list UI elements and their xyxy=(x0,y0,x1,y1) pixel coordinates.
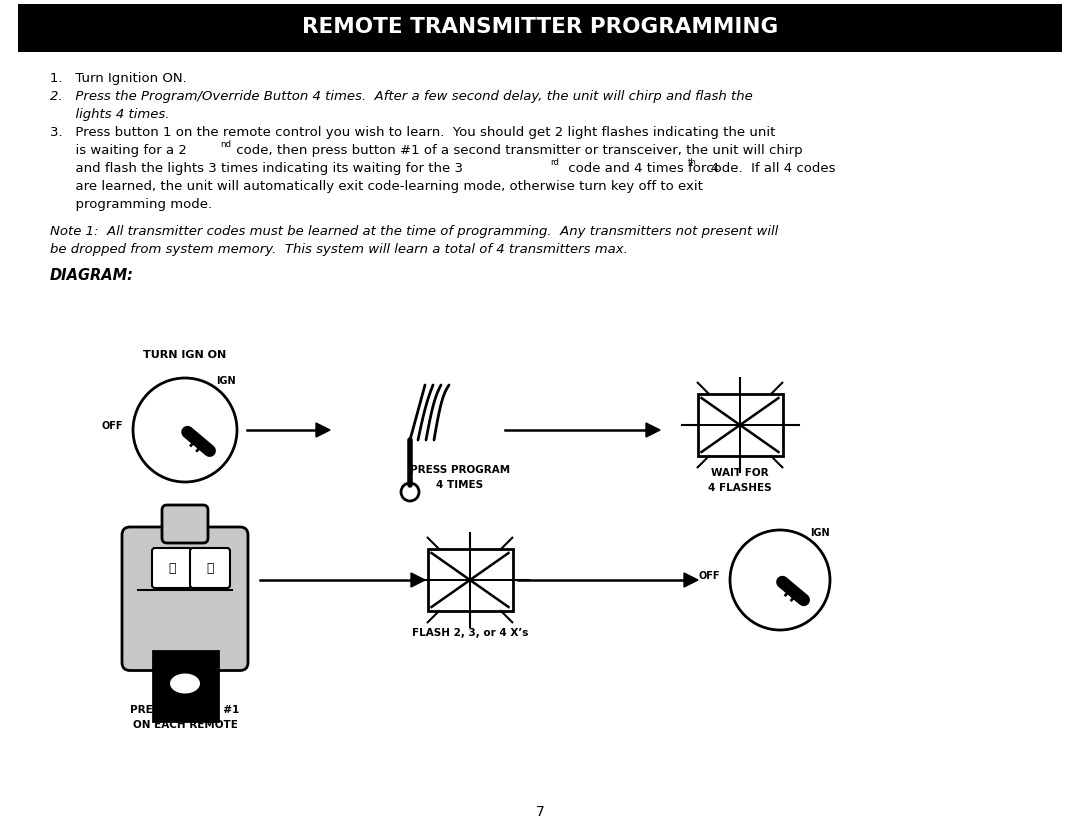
Bar xyxy=(428,549,513,611)
Text: are learned, the unit will automatically exit code-learning mode, otherwise turn: are learned, the unit will automatically… xyxy=(50,180,703,193)
Text: OFF: OFF xyxy=(699,571,720,581)
Text: Note 1:  All transmitter codes must be learned at the time of programming.  Any : Note 1: All transmitter codes must be le… xyxy=(50,225,779,238)
Text: code.  If all 4 codes: code. If all 4 codes xyxy=(702,162,836,175)
Text: 2.   Press the Program/Override Button 4 times.  After a few second delay, the u: 2. Press the Program/Override Button 4 t… xyxy=(50,90,753,103)
Text: WAIT FOR: WAIT FOR xyxy=(712,468,769,478)
Text: 4 FLASHES: 4 FLASHES xyxy=(708,483,772,493)
Text: lights 4 times.: lights 4 times. xyxy=(50,108,170,121)
Bar xyxy=(18,4,1062,52)
Text: 🔓: 🔓 xyxy=(206,561,214,575)
Text: IGN: IGN xyxy=(216,376,235,386)
FancyBboxPatch shape xyxy=(152,548,192,588)
Polygon shape xyxy=(684,573,698,587)
Text: code, then press button #1 of a second transmitter or transceiver, the unit will: code, then press button #1 of a second t… xyxy=(232,144,802,157)
Text: TURN IGN ON: TURN IGN ON xyxy=(144,350,227,360)
Text: ON EACH REMOTE: ON EACH REMOTE xyxy=(133,720,238,730)
Text: 4 TIMES: 4 TIMES xyxy=(436,480,484,490)
Text: PRESS BUTTON #1: PRESS BUTTON #1 xyxy=(131,705,240,715)
FancyBboxPatch shape xyxy=(122,527,248,671)
Text: 7: 7 xyxy=(536,805,544,819)
FancyBboxPatch shape xyxy=(162,505,208,543)
Text: OFF: OFF xyxy=(102,421,123,431)
Text: FLASH 2, 3, or 4 X’s: FLASH 2, 3, or 4 X’s xyxy=(411,628,528,638)
Polygon shape xyxy=(646,423,660,437)
Ellipse shape xyxy=(170,674,200,694)
FancyBboxPatch shape xyxy=(152,651,217,721)
Text: is waiting for a 2: is waiting for a 2 xyxy=(50,144,187,157)
Text: and flash the lights 3 times indicating its waiting for the 3: and flash the lights 3 times indicating … xyxy=(50,162,463,175)
FancyBboxPatch shape xyxy=(190,548,230,588)
Text: code and 4 times for 4: code and 4 times for 4 xyxy=(564,162,719,175)
Bar xyxy=(698,394,783,456)
Text: 1.   Turn Ignition ON.: 1. Turn Ignition ON. xyxy=(50,72,187,85)
Text: th: th xyxy=(688,158,697,167)
Text: 🔒: 🔒 xyxy=(168,561,176,575)
Text: 3.   Press button 1 on the remote control you wish to learn.  You should get 2 l: 3. Press button 1 on the remote control … xyxy=(50,126,775,139)
Text: be dropped from system memory.  This system will learn a total of 4 transmitters: be dropped from system memory. This syst… xyxy=(50,243,627,256)
Polygon shape xyxy=(316,423,330,437)
Text: REMOTE TRANSMITTER PROGRAMMING: REMOTE TRANSMITTER PROGRAMMING xyxy=(302,17,778,37)
Text: nd: nd xyxy=(220,140,231,149)
Text: PRESS PROGRAM: PRESS PROGRAM xyxy=(410,465,510,475)
Text: rd: rd xyxy=(550,158,558,167)
Text: IGN: IGN xyxy=(810,527,829,537)
Polygon shape xyxy=(411,573,426,587)
Text: DIAGRAM:: DIAGRAM: xyxy=(50,268,134,283)
Text: programming mode.: programming mode. xyxy=(50,198,212,211)
